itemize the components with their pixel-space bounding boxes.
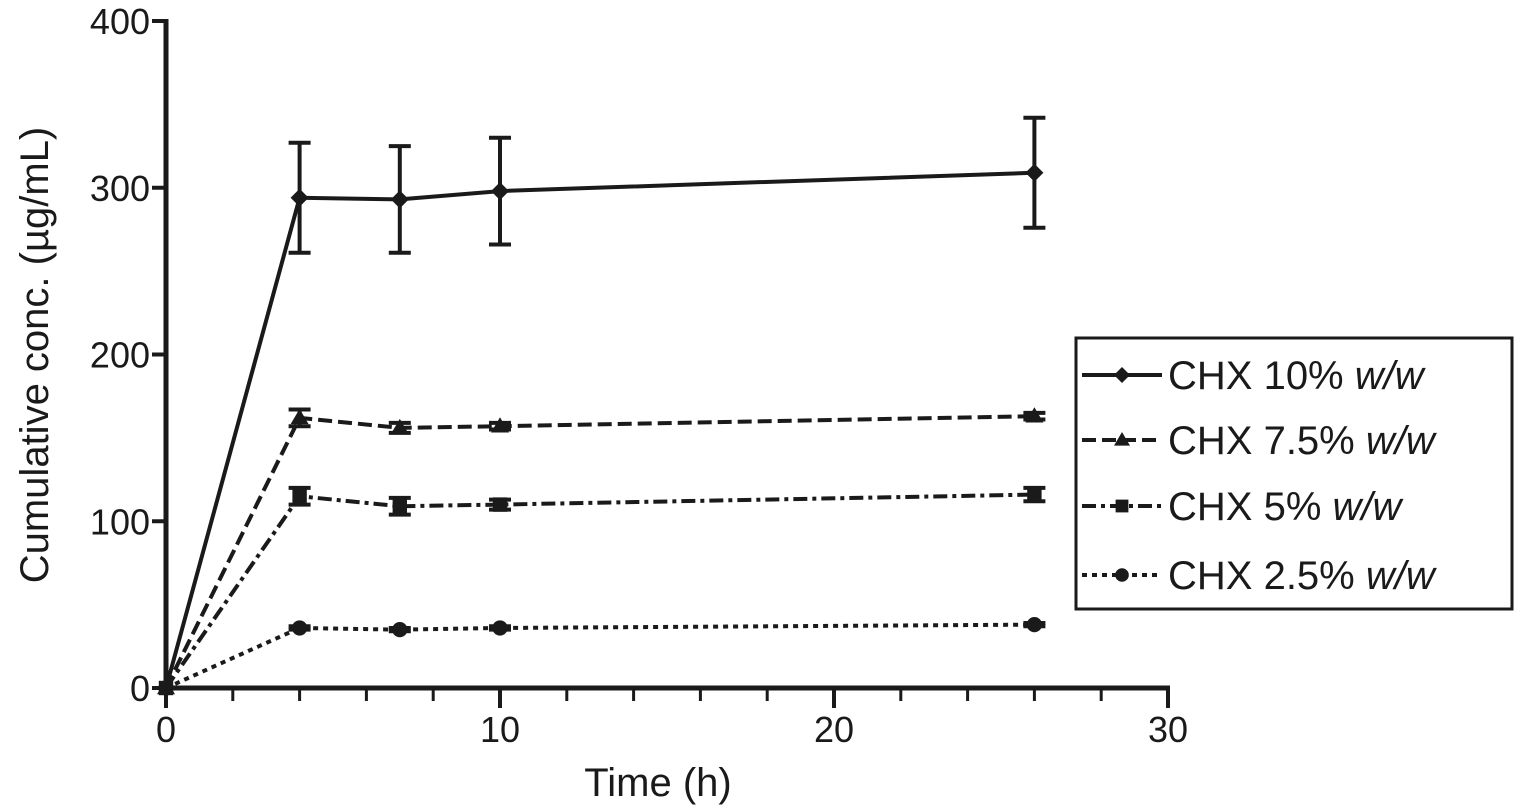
circle-marker [1026, 616, 1043, 633]
legend-series-unit: w/w [1333, 485, 1405, 529]
y-tick-label: 0 [130, 668, 150, 709]
triangle-marker [1114, 432, 1130, 446]
legend-label: CHX 2.5% w/w [1168, 554, 1438, 598]
x-axis-label: Time (h) [584, 761, 731, 805]
diamond-marker [390, 190, 409, 209]
square-marker [1027, 487, 1042, 502]
legend-label: CHX 10% w/w [1168, 354, 1427, 398]
legend-label: CHX 7.5% w/w [1168, 419, 1438, 463]
diamond-marker [1025, 163, 1044, 182]
y-tick-label: 100 [90, 501, 150, 542]
legend-label: CHX 5% w/w [1168, 485, 1405, 529]
y-tick-label: 300 [90, 168, 150, 209]
y-tick-label: 400 [90, 1, 150, 42]
series-group [157, 115, 1046, 697]
legend-box [1074, 336, 1514, 611]
legend-series-unit: w/w [1366, 419, 1438, 463]
series-line [164, 492, 1035, 690]
triangle-marker [491, 417, 509, 433]
circle-marker [492, 620, 508, 636]
x-tick-label: 0 [156, 709, 176, 750]
circle-marker [392, 621, 408, 638]
axes: 0 100 200 300 400 0 10 20 30 [90, 1, 1188, 750]
diamond-marker [1114, 367, 1130, 383]
x-tick-label: 20 [814, 709, 854, 750]
x-tick-label: 10 [480, 709, 520, 750]
square-marker [392, 499, 407, 514]
legend-series-name: CHX 10% [1168, 354, 1355, 398]
diamond-marker [491, 182, 509, 201]
series-2 [158, 485, 1046, 696]
series-3 [158, 616, 1046, 696]
triangle-marker [290, 408, 309, 425]
y-axis-label: Cumulative conc. (µg/mL) [13, 127, 57, 584]
series-line [164, 414, 1035, 689]
legend-series-name: CHX 2.5% [1168, 554, 1366, 598]
legend-series-name: CHX 7.5% [1168, 419, 1366, 463]
square-marker [292, 489, 307, 504]
legend-series-name: CHX 5% [1168, 485, 1333, 529]
y-tick-label: 200 [90, 335, 150, 376]
circle-marker [291, 620, 308, 636]
legend-series-unit: w/w [1366, 554, 1438, 598]
circle-marker [1115, 568, 1129, 582]
triangle-marker [1025, 407, 1044, 423]
x-tick-label: 30 [1148, 709, 1188, 750]
circle-marker [158, 680, 174, 696]
triangle-marker [390, 418, 409, 435]
series-line [164, 170, 1035, 689]
square-marker [1115, 499, 1129, 513]
diamond-marker [290, 188, 309, 207]
series-1 [157, 407, 1046, 695]
legend-series-unit: w/w [1355, 354, 1427, 398]
square-marker [492, 497, 508, 512]
series-0 [157, 115, 1046, 697]
